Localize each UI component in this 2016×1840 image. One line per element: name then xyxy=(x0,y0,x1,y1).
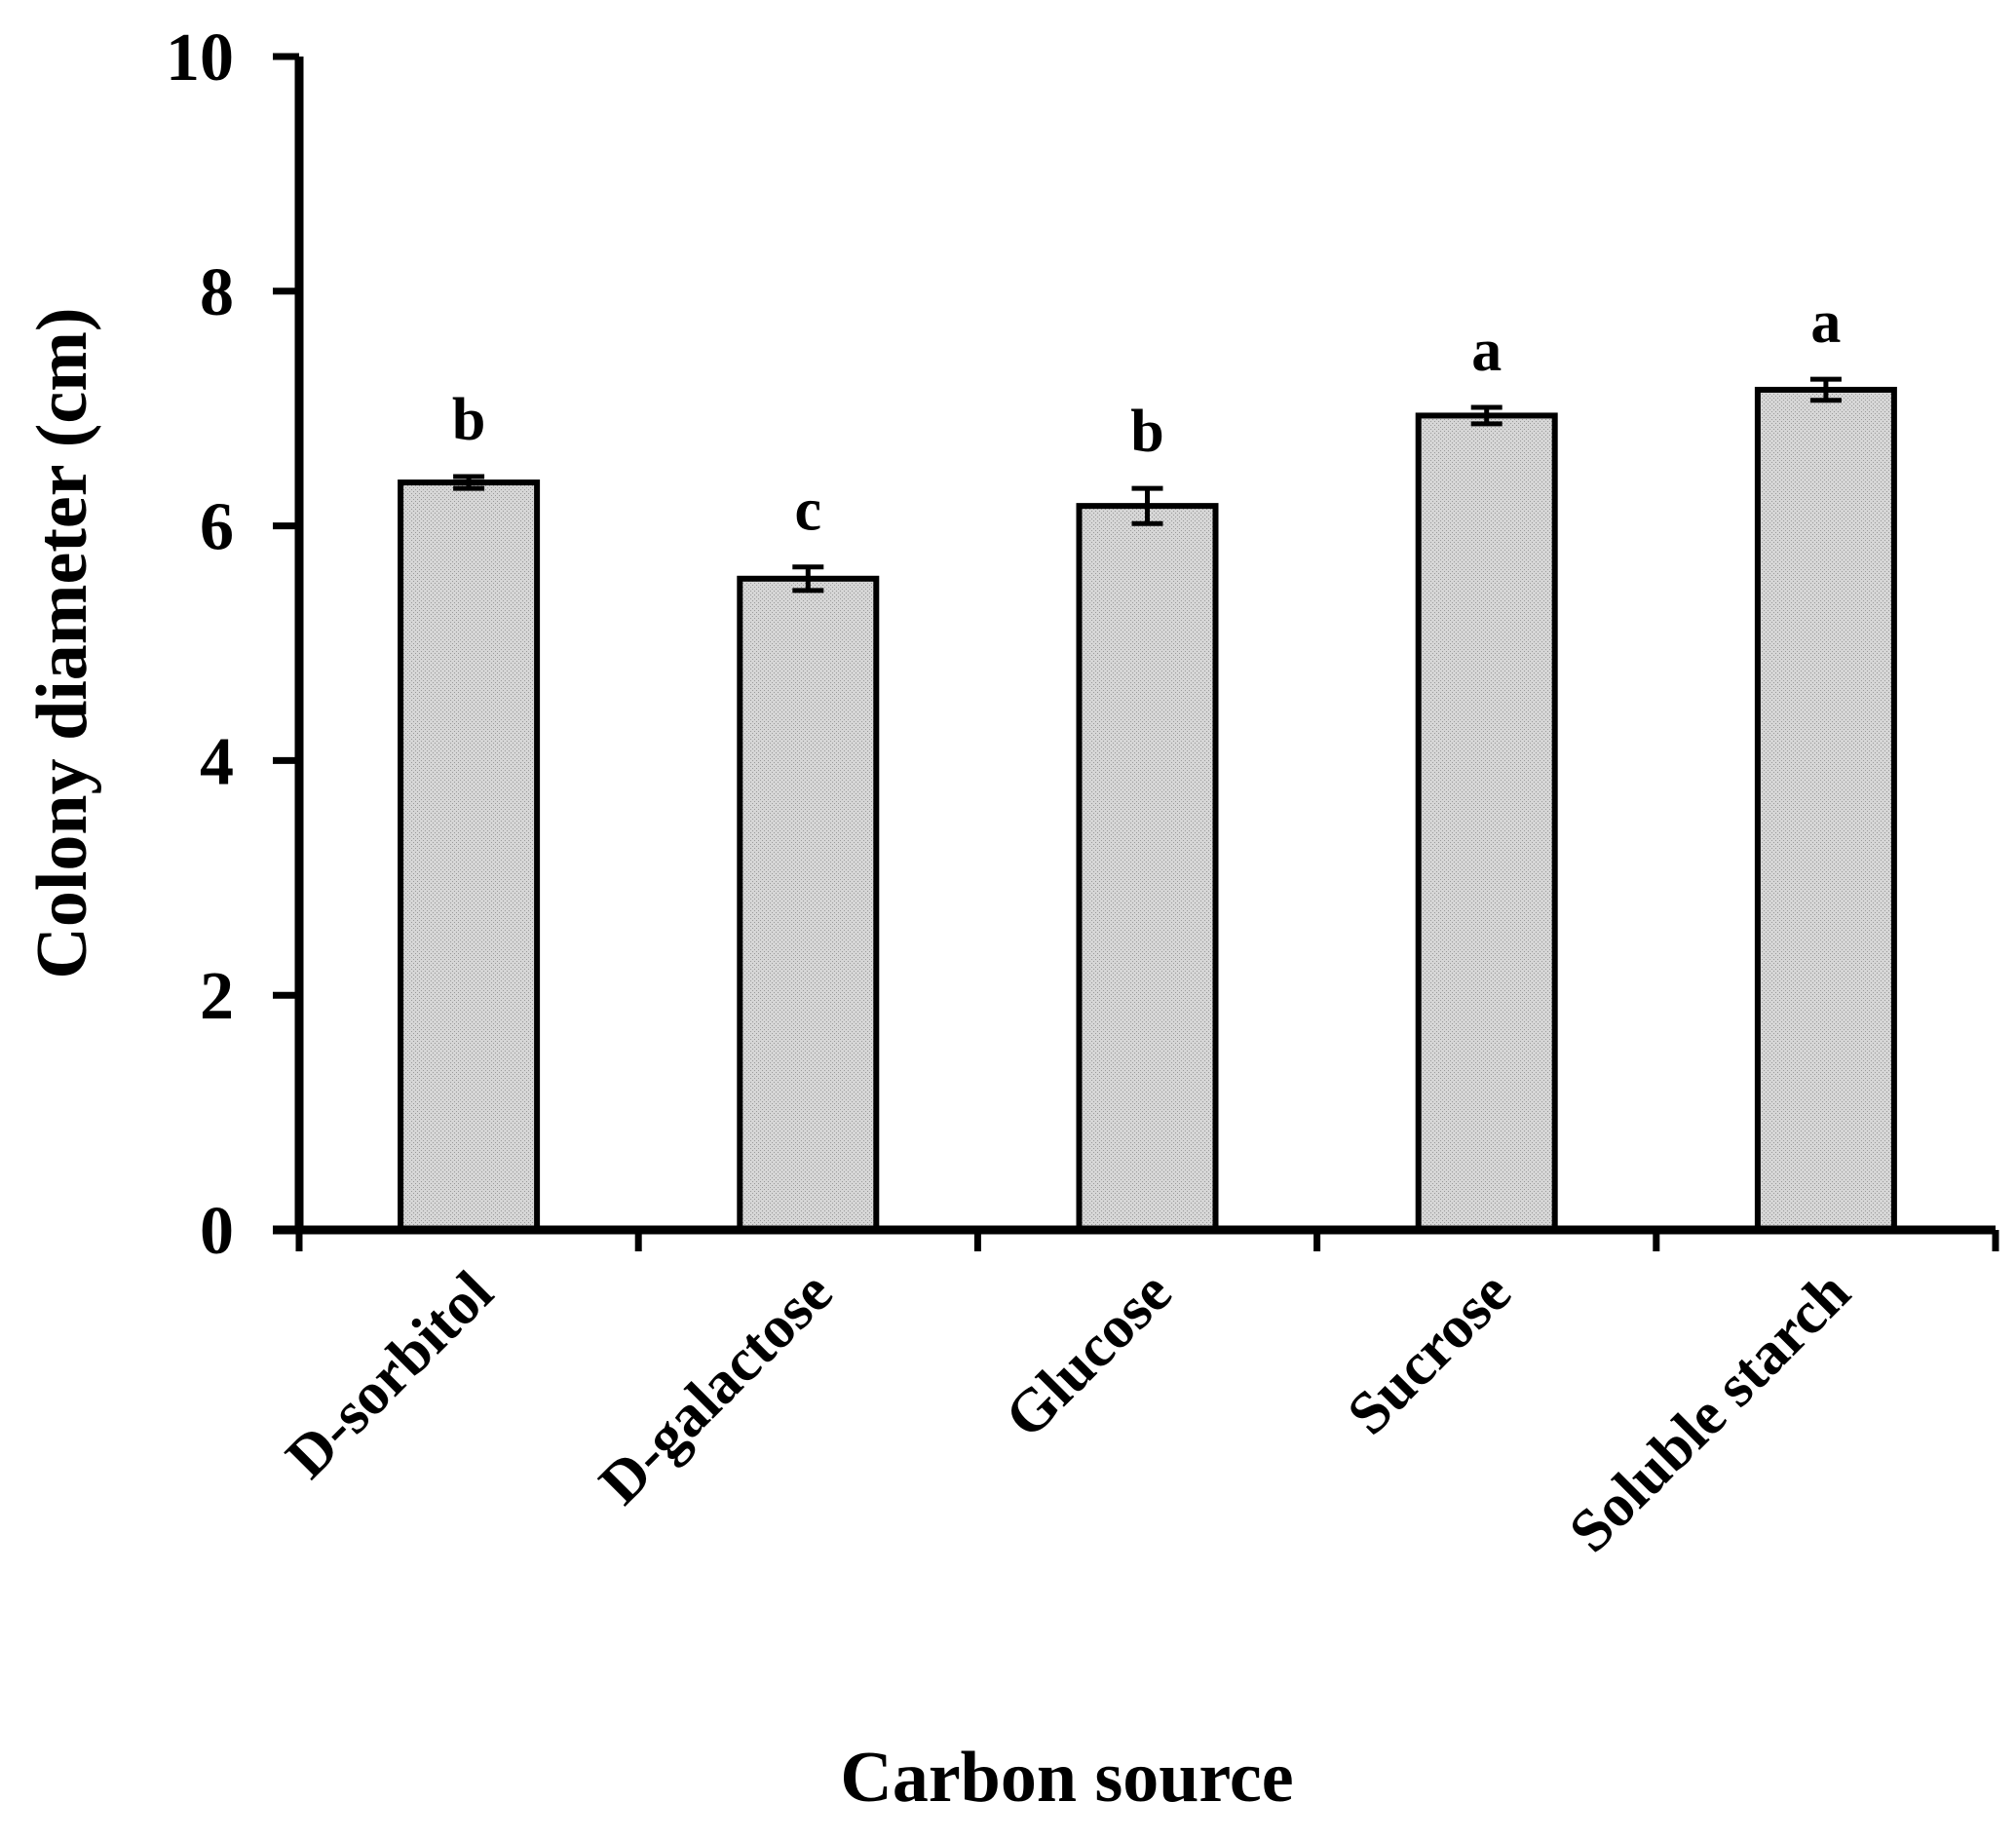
bars-layer xyxy=(398,376,1897,1234)
y-tick-label: 8 xyxy=(200,255,234,330)
y-tick-label: 10 xyxy=(166,20,234,96)
bar xyxy=(737,575,880,1233)
significance-label: a xyxy=(1810,289,1841,356)
x-category-label: D-sorbitol xyxy=(274,1259,506,1491)
y-tick-label: 2 xyxy=(200,959,234,1034)
bar xyxy=(1415,412,1558,1233)
y-tick-label: 6 xyxy=(200,490,234,565)
significance-label: b xyxy=(1130,399,1163,465)
x-axis-title: Carbon source xyxy=(840,1738,1293,1818)
y-tick-label: 0 xyxy=(200,1194,234,1269)
y-axis-title: Colony diameter (cm) xyxy=(22,307,102,978)
significance-label: c xyxy=(795,478,822,544)
significance-label: a xyxy=(1471,318,1502,384)
x-category-label: Glucose xyxy=(993,1259,1185,1451)
bar xyxy=(1754,386,1897,1234)
x-category-label: Sucrose xyxy=(1335,1259,1523,1447)
bar xyxy=(1076,503,1219,1233)
axes-layer xyxy=(273,53,1999,1251)
bar xyxy=(398,479,541,1233)
y-tick-label: 4 xyxy=(200,724,234,799)
significance-label: b xyxy=(452,387,485,453)
x-category-label: D-galactose xyxy=(587,1259,845,1517)
x-category-label: Soluble starch xyxy=(1557,1259,1863,1565)
